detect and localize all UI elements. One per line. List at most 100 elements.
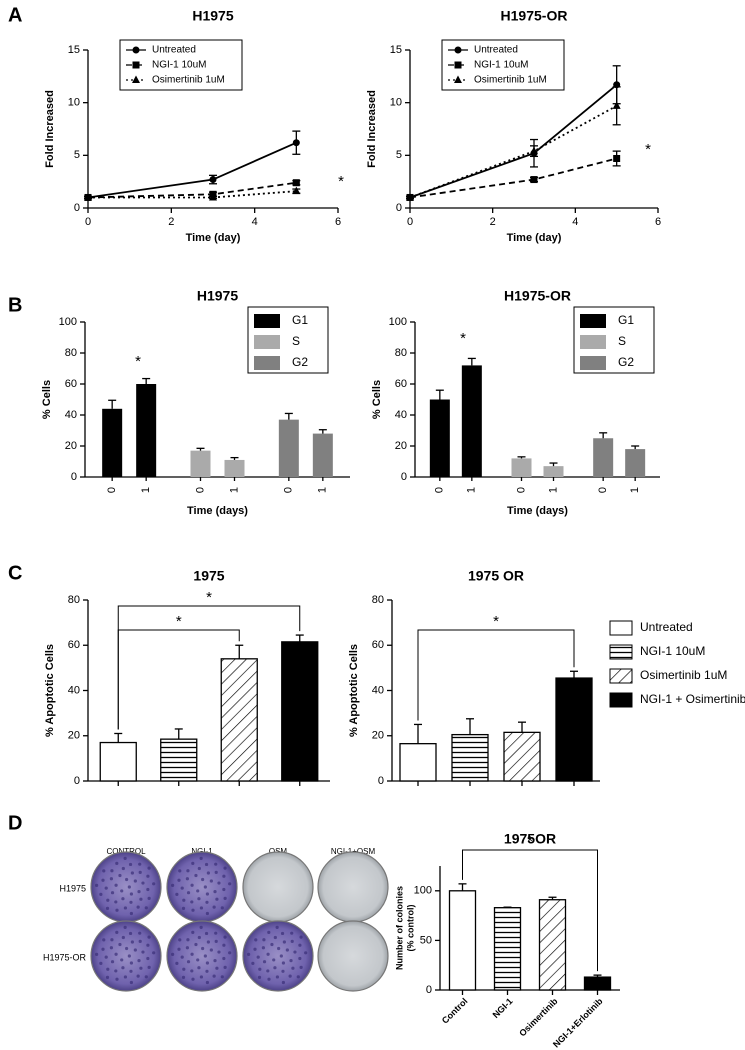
plate-colony [114,969,118,973]
plate-colony [266,952,270,956]
y-tick-label: 15 [68,44,80,56]
plate-colony [199,856,203,860]
plate-colony [118,873,122,878]
plate-colony [190,883,194,887]
plate-colony [196,889,200,893]
x-tick-label: 0 [597,487,609,493]
bar [511,458,532,477]
plate-colony [118,942,122,947]
plate-colony [222,874,226,878]
plate-colony [121,866,125,871]
x-tick-label: 0 [283,487,295,493]
plate-colony [114,952,118,956]
plate-colony [123,975,128,979]
legend-label: NGI-1 + Osimertinib [640,692,745,706]
y-tick-label: 15 [390,44,402,56]
bar [278,419,299,477]
y-axis-label: % Cells [371,380,383,419]
plate-colony [104,955,108,959]
bar [281,641,319,782]
plate-colony [206,871,210,875]
plate-colony [182,898,186,902]
plate-colony [121,966,125,970]
plate-colony [222,887,226,892]
legend-box [441,39,565,91]
y-tick-label: 40 [68,684,80,696]
marker [292,139,300,147]
legend-swatch [609,644,633,660]
y-tick-label: 40 [372,684,384,696]
plate-colony [186,938,190,942]
y-axis-label: % Cells [41,380,53,419]
plate-colony [101,878,105,882]
plate-colony [197,935,201,940]
annotation: * [493,613,499,630]
y-tick-label: 60 [395,378,407,390]
plate-colony [223,896,227,900]
legend-box [573,306,655,374]
chart-title: 1975 OR [468,568,524,584]
marker [292,186,301,195]
chart-title: H1975-OR [501,8,568,24]
row-label: H1975 [59,883,86,893]
y-axis-label: Number of colonies [394,886,404,970]
marker [292,179,300,187]
plate-colony [110,960,115,964]
plate-colony [141,881,145,885]
plate-colony [290,939,294,943]
y-tick-label: 60 [65,378,77,390]
legend-label: NGI-1 10uM [640,644,705,658]
plate-colony [175,892,179,897]
plate-colony [191,977,195,981]
plate-colony [290,931,294,935]
series-line [87,181,297,199]
plate-colony [144,906,148,910]
legend-label: S [618,334,626,348]
plate-colony [181,906,186,910]
plate-colony [212,974,216,978]
plate-colony [147,935,151,939]
x-tick-label: 6 [335,216,341,228]
y-tick-label: 40 [65,409,77,421]
legend-swatch [254,356,280,370]
plate-colony [203,885,207,889]
y-tick-label: 80 [395,347,407,359]
plate-colony [146,887,150,892]
legend-swatch [580,356,606,370]
plate-colony [138,862,142,866]
plate-colony [272,958,276,962]
bar [312,433,333,477]
x-tick-label: NGI-1+Erlotinib [551,996,605,1050]
plate-colony [223,935,227,939]
marker [132,75,140,83]
plate-colony [277,946,281,951]
y-tick-label: 0 [74,202,80,214]
plate-colony [190,969,194,973]
plate-colony [110,938,114,942]
plate-colony [275,975,280,979]
x-tick-label: 0 [407,216,413,228]
plate-colony [197,866,201,871]
plate-colony [152,951,156,955]
plate-colony [137,959,141,963]
x-axis-label: Time (days) [507,505,568,517]
plate-colony [186,960,191,964]
plate-colony [197,966,201,970]
significance-bracket [417,629,575,721]
plate-colony [205,900,209,904]
marker [209,192,217,201]
legend-swatch [254,314,280,328]
plate-colony [201,946,205,951]
y-axis-label: Fold Increased [44,90,56,168]
plate-colony [209,948,213,952]
legend-swatch [609,692,633,708]
x-tick-label: 4 [252,216,258,228]
bar [538,899,567,991]
y-tick-label: 80 [65,347,77,359]
y-tick-label: 0 [396,202,402,214]
bar [593,438,614,477]
x-tick-label: 0 [85,216,91,228]
plate-colony [222,943,226,947]
plate-colony [282,940,286,944]
plate-colony [199,975,204,979]
